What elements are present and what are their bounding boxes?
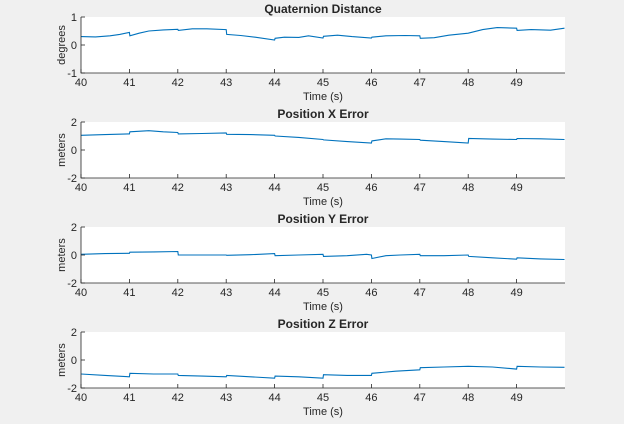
x-tick-label: 48: [462, 182, 474, 194]
series-line: [80, 365, 565, 379]
x-tick-label: 47: [414, 77, 426, 89]
x-tick-label: 46: [365, 392, 377, 404]
x-tick-label: 41: [123, 77, 135, 89]
x-axis-label: Time (s): [303, 406, 343, 418]
y-tick-label: 0: [71, 355, 77, 367]
x-tick-label: 41: [123, 182, 135, 194]
y-axis-label: meters: [56, 238, 68, 272]
x-tick-label: 49: [510, 182, 522, 194]
y-tick-label: -2: [67, 383, 77, 395]
x-tick-label: 42: [172, 392, 184, 404]
x-tick-label: 49: [510, 77, 522, 89]
x-tick-label: 41: [123, 287, 135, 299]
x-tick-label: 46: [365, 77, 377, 89]
x-tick-label: 43: [220, 77, 232, 89]
y-axis-label: degrees: [56, 25, 68, 65]
y-tick-label: 0: [71, 145, 77, 157]
x-tick-label: 45: [317, 392, 329, 404]
subplot-title: Quaternion Distance: [264, 2, 382, 16]
series-line: [80, 27, 565, 41]
subplot-title: Position X Error: [277, 107, 369, 121]
y-tick-label: -1: [67, 68, 77, 80]
x-tick-label: 42: [172, 77, 184, 89]
x-tick-label: 46: [365, 287, 377, 299]
x-tick-label: 46: [365, 182, 377, 194]
x-axis-label: Time (s): [303, 91, 343, 103]
x-tick-label: 45: [317, 287, 329, 299]
x-tick-label: 42: [172, 182, 184, 194]
plot-area: [81, 332, 565, 388]
subplot-title: Position Z Error: [278, 317, 369, 331]
x-tick-label: 40: [75, 287, 87, 299]
x-tick-label: 48: [462, 287, 474, 299]
series-line: [80, 250, 565, 261]
x-tick-label: 45: [317, 182, 329, 194]
x-tick-label: 48: [462, 392, 474, 404]
plot-area: [81, 122, 565, 178]
y-axis-label: meters: [56, 133, 68, 167]
x-tick-label: 40: [75, 392, 87, 404]
series-line: [80, 130, 565, 144]
y-tick-label: 0: [71, 40, 77, 52]
y-axis-label: meters: [56, 343, 68, 377]
x-tick-label: 40: [75, 182, 87, 194]
y-tick-label: 1: [71, 12, 77, 24]
x-tick-label: 43: [220, 392, 232, 404]
y-tick-label: 2: [71, 327, 77, 339]
subplot-title: Position Y Error: [278, 212, 369, 226]
plot-area: [81, 17, 565, 73]
x-axis-label: Time (s): [303, 196, 343, 208]
y-tick-label: -2: [67, 173, 77, 185]
x-tick-label: 47: [414, 182, 426, 194]
y-tick-label: -2: [67, 278, 77, 290]
y-tick-label: 2: [71, 117, 77, 129]
x-tick-label: 41: [123, 392, 135, 404]
y-tick-label: 2: [71, 222, 77, 234]
x-tick-label: 44: [268, 287, 280, 299]
x-tick-label: 45: [317, 77, 329, 89]
x-tick-label: 47: [414, 287, 426, 299]
x-tick-label: 48: [462, 77, 474, 89]
x-tick-label: 44: [268, 392, 280, 404]
x-tick-label: 49: [510, 287, 522, 299]
x-tick-label: 43: [220, 182, 232, 194]
x-tick-label: 40: [75, 77, 87, 89]
x-tick-label: 43: [220, 287, 232, 299]
y-tick-label: 0: [71, 250, 77, 262]
x-axis-label: Time (s): [303, 301, 343, 313]
x-tick-label: 49: [510, 392, 522, 404]
x-tick-label: 42: [172, 287, 184, 299]
x-tick-label: 47: [414, 392, 426, 404]
x-tick-label: 44: [268, 77, 280, 89]
x-tick-label: 44: [268, 182, 280, 194]
